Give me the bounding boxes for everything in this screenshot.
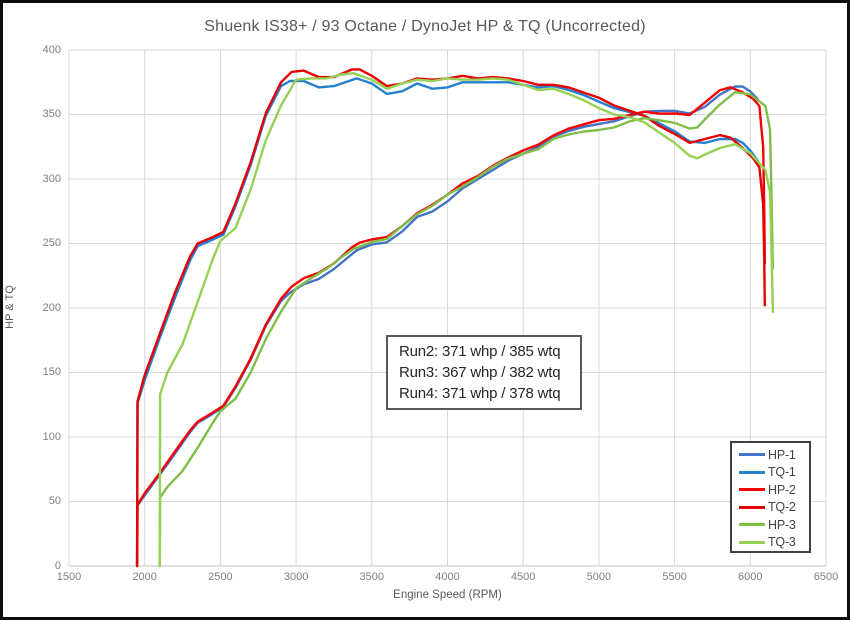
annotation-box: Run2: 371 whp / 385 wtq Run3: 367 whp / 3… xyxy=(386,335,582,410)
legend-item-label: HP-2 xyxy=(768,482,796,497)
legend-item-label: TQ-3 xyxy=(768,535,796,550)
series-line-HP-2 xyxy=(135,86,766,568)
y-tick-label: 350 xyxy=(42,108,61,120)
y-tick-label: 0 xyxy=(54,559,61,572)
y-tick-label: 250 xyxy=(42,237,61,249)
gridlines xyxy=(68,49,827,567)
x-tick-label: 2000 xyxy=(132,571,157,583)
legend-item-HP-1: HP-1 xyxy=(739,446,809,464)
x-axis-title: Engine Speed (RPM) xyxy=(393,589,502,601)
x-tick-label: 5500 xyxy=(662,571,687,583)
legend-line-swatch-icon xyxy=(739,488,765,492)
legend-item-TQ-3: TQ-3 xyxy=(739,534,809,552)
y-tick-label: 50 xyxy=(48,495,61,507)
annotation-line: Run3: 367 whp / 382 wtq xyxy=(399,364,561,381)
y-tick-label: 200 xyxy=(42,301,61,314)
x-tick-label: 5000 xyxy=(586,571,612,583)
annotation-line: Run2: 371 whp / 385 wtq xyxy=(399,343,561,360)
legend-line-swatch-icon xyxy=(739,523,765,527)
legend-item-TQ-2: TQ-2 xyxy=(739,499,809,517)
y-axis-title: HP & TQ xyxy=(4,285,16,329)
annotation-line: Run4: 371 whp / 378 wtq xyxy=(399,385,561,402)
series-line-TQ-2 xyxy=(135,68,766,568)
y-tick-label: 400 xyxy=(42,43,61,56)
chart-title: Shuenk IS38+ / 93 Octane / DynoJet HP & … xyxy=(204,18,646,35)
x-tick-label: 4500 xyxy=(510,571,536,583)
x-tick-label: 2500 xyxy=(208,571,233,583)
y-tick-label: 100 xyxy=(42,430,61,443)
x-tick-label: 6000 xyxy=(738,571,763,583)
legend-line-swatch-icon xyxy=(739,540,765,544)
series-lines xyxy=(135,68,775,568)
legend-item-label: TQ-2 xyxy=(768,500,796,515)
legend-item-label: TQ-1 xyxy=(768,465,796,480)
x-tick-label: 3000 xyxy=(283,571,309,583)
y-tick-label: 300 xyxy=(42,172,61,185)
legend-box: HP-1 TQ-1 HP-2 TQ-2 HP-3 TQ-3 xyxy=(730,441,811,553)
x-tick-label: 3500 xyxy=(359,571,385,583)
series-line-HP-3 xyxy=(158,90,775,568)
series-line-TQ-3 xyxy=(158,71,775,568)
y-tick-label: 150 xyxy=(42,366,61,378)
series-line-TQ-1 xyxy=(135,77,760,568)
legend-line-swatch-icon xyxy=(739,470,765,474)
legend-item-label: HP-3 xyxy=(768,517,796,532)
x-tick-label: 1500 xyxy=(56,571,82,583)
legend-item-TQ-1: TQ-1 xyxy=(739,464,809,482)
legend-line-swatch-icon xyxy=(739,453,765,457)
legend-item-HP-2: HP-2 xyxy=(739,481,809,499)
x-tick-label: 6500 xyxy=(813,571,839,583)
legend-line-swatch-icon xyxy=(739,505,765,509)
legend-item-label: HP-1 xyxy=(768,447,796,462)
legend-item-HP-3: HP-3 xyxy=(739,516,809,534)
x-tick-label: 4000 xyxy=(435,571,460,583)
dyno-chart-canvas xyxy=(68,49,827,568)
